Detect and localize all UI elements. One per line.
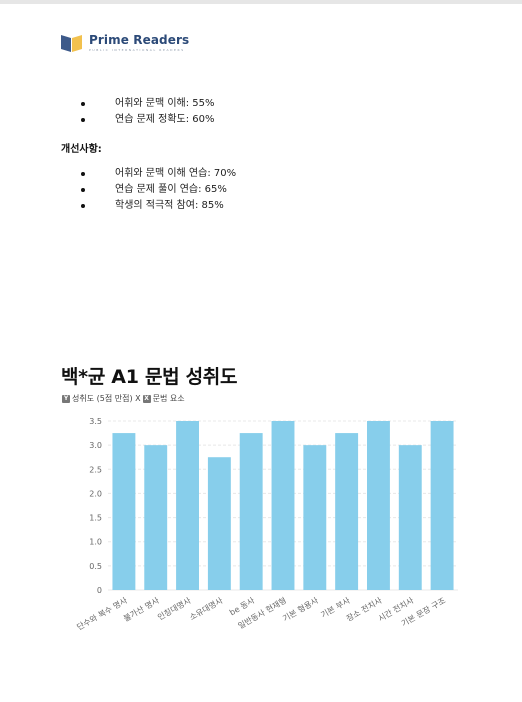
y-tick-label: 2.5 — [89, 465, 102, 474]
y-axis-description: 성취도 (5점 만점) X — [72, 394, 141, 403]
y-tick-label: 3.0 — [89, 441, 102, 450]
bar — [271, 421, 295, 590]
y-tick-label: 0 — [97, 586, 102, 595]
list-item: 연습 문제 정확도: 60% — [78, 112, 215, 128]
bar — [303, 445, 327, 590]
list-item: 어휘와 문맥 이해 연습: 70% — [78, 166, 236, 182]
results-list: 어휘와 문맥 이해: 55% 연습 문제 정확도: 60% — [78, 96, 215, 128]
bar — [430, 421, 454, 590]
x-tick-label: 인칭대명사 — [156, 595, 193, 622]
y-axis-tag-icon: Y — [62, 394, 70, 403]
x-axis-description: 문법 요소 — [152, 394, 185, 403]
chart-title: 백*균 A1 문법 성취도 — [61, 366, 238, 388]
x-tick-label: 기본 형용사 — [281, 596, 320, 624]
bar — [112, 433, 136, 590]
list-item: 연습 문제 풀이 연습: 65% — [78, 182, 236, 198]
list-item: 학생의 적극적 참여: 85% — [78, 198, 236, 214]
improvements-heading: 개선사항: — [61, 144, 102, 155]
x-tick-label: 불가산 명사 — [122, 595, 162, 624]
bar — [398, 445, 422, 590]
y-tick-label: 3.5 — [89, 417, 102, 426]
bar — [367, 421, 390, 590]
y-tick-label: 2.0 — [89, 489, 102, 498]
bar — [335, 433, 359, 590]
y-tick-label: 0.5 — [89, 562, 102, 571]
brand-logo: Prime Readers PUBLIC INTERNATIONAL READE… — [61, 33, 189, 53]
x-axis-tag-icon: X — [142, 394, 151, 403]
brand-name: Prime Readers — [89, 33, 190, 47]
improvements-list: 어휘와 문맥 이해 연습: 70% 연습 문제 풀이 연습: 65% 학생의 적… — [78, 166, 236, 214]
brand-tagline: PUBLIC INTERNATIONAL READERS — [89, 48, 185, 52]
y-tick-label: 1.5 — [89, 514, 102, 523]
list-item: 어휘와 문맥 이해: 55% — [78, 96, 215, 112]
x-tick-label: 소유대명사 — [187, 595, 224, 622]
bar — [207, 457, 231, 590]
book-logo-icon — [61, 35, 82, 52]
bar — [144, 445, 168, 590]
top-border — [0, 0, 522, 4]
bar — [239, 433, 263, 590]
chart-subtitle: Y 성취도 (5점 만점) X X 문법 요소 — [62, 393, 185, 404]
x-tick-label: 단수와 복수 명사 — [75, 595, 130, 632]
bar — [176, 421, 199, 590]
y-tick-label: 1.0 — [89, 538, 102, 547]
